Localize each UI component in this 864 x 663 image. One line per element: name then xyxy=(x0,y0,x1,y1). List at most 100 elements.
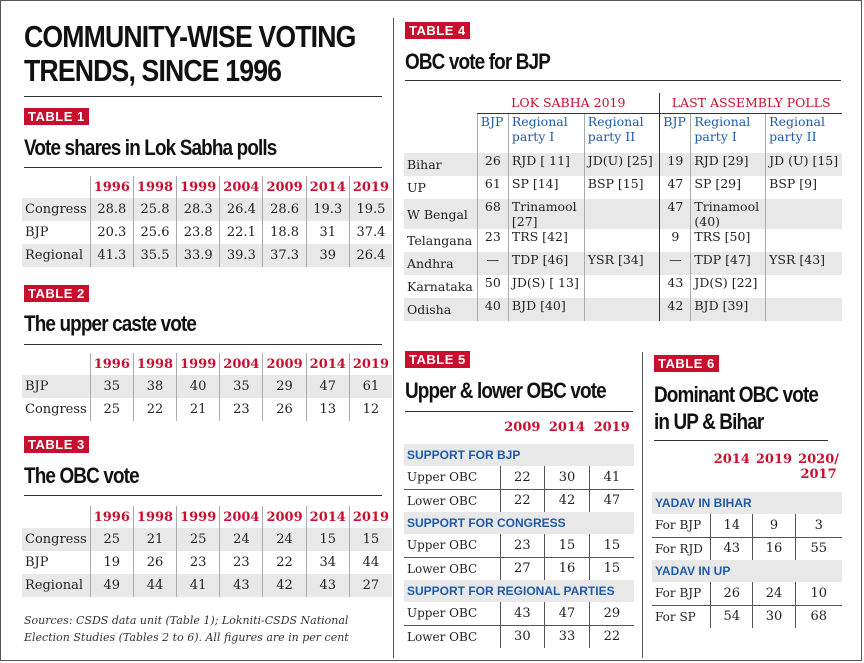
table-row: W Bengal 68 Trinamool [27] 47 Trinamool (40) xyxy=(404,199,842,229)
value-cell: 25.8 xyxy=(132,198,177,221)
value-cell: 44 xyxy=(348,551,393,574)
row-label: For SP xyxy=(655,609,696,624)
table-row: Lower OBC 27 16 15 xyxy=(404,557,634,580)
value-cell: 23 xyxy=(499,534,545,558)
value-cell: 18.8 xyxy=(262,221,307,244)
table5-tag: TABLE 5 xyxy=(405,351,470,368)
value-cell: 23 xyxy=(476,229,509,252)
table2-tag: TABLE 2 xyxy=(24,285,89,302)
value-cell: 55 xyxy=(794,537,842,560)
table-row: For BJP 14 9 3 xyxy=(652,514,842,538)
value-cell: 24 xyxy=(262,528,307,551)
state-label: W Bengal xyxy=(407,206,468,222)
table-row: BJP 19 26 23 23 22 34 44 xyxy=(22,551,393,574)
value-cell xyxy=(765,275,842,298)
year-header: 2019 xyxy=(348,506,393,528)
value-cell: 28.6 xyxy=(262,198,307,221)
table5-rule xyxy=(405,411,633,412)
year-header: 1999 xyxy=(176,176,220,198)
value-cell: 15 xyxy=(348,528,393,551)
section-label: SUPPORT FOR REGIONAL PARTIES xyxy=(407,584,615,598)
table4-rule xyxy=(405,80,841,81)
table-row: Upper OBC 22 30 41 xyxy=(404,466,634,490)
row-label: Upper OBC xyxy=(404,602,500,626)
value-cell: 15 xyxy=(544,534,590,558)
value-cell: 16 xyxy=(544,557,590,580)
year-header: 2004 xyxy=(219,176,263,198)
value-cell: 23 xyxy=(219,398,263,421)
value-cell: Trinamool [27] xyxy=(507,199,585,229)
year-header-row: 1996 1998 1999 2004 2009 2014 2019 xyxy=(22,506,393,528)
row-label: BJP xyxy=(25,555,49,570)
section-row: SUPPORT FOR CONGRESS xyxy=(404,512,634,534)
value-cell xyxy=(583,275,660,298)
year-header: 2019 xyxy=(755,452,793,467)
corner-cell xyxy=(22,506,90,528)
table-row: BJP 35 38 40 35 29 47 61 xyxy=(22,375,393,398)
year-header: 2014 xyxy=(305,353,350,375)
value-cell: 42 xyxy=(544,489,590,512)
value-cell: 26.4 xyxy=(219,198,263,221)
year-header: 2009 xyxy=(262,176,307,198)
value-cell: 35.5 xyxy=(132,244,177,267)
row-label: Upper OBC xyxy=(404,466,500,490)
value-cell: 24 xyxy=(752,582,796,606)
corner-cell xyxy=(22,176,90,198)
year-header: 2014 xyxy=(713,452,750,467)
section-label: YADAV IN UP xyxy=(655,564,731,578)
table-row: For RJD 43 16 55 xyxy=(652,537,842,560)
table-row: Congress 28.8 25.8 28.3 26.4 28.6 19.3 19.5 xyxy=(22,198,393,221)
value-cell: 50 xyxy=(476,275,509,298)
table6-tag: TABLE 6 xyxy=(654,355,719,372)
value-cell: 9 xyxy=(659,229,691,252)
section-label: YADAV IN BIHAR xyxy=(655,496,752,510)
value-cell: 43 xyxy=(710,537,753,560)
year-header: 2014 xyxy=(305,506,350,528)
value-cell: 43 xyxy=(219,574,263,597)
row-label: Upper OBC xyxy=(404,534,500,558)
value-cell: BJD [39] xyxy=(690,298,766,321)
column-header: Regional party I xyxy=(690,113,766,153)
table-row: UP 61 SP [14] BSP [15] 47 SP [29] BSP [9] xyxy=(404,176,842,199)
value-cell: 42 xyxy=(262,574,307,597)
value-cell: 33 xyxy=(544,625,590,648)
value-cell: 19.3 xyxy=(305,198,350,221)
value-cell: 15 xyxy=(588,534,634,558)
corner-cell xyxy=(404,93,477,113)
value-cell: 39 xyxy=(305,244,350,267)
value-cell: 19.5 xyxy=(348,198,393,221)
value-cell: 22 xyxy=(499,489,545,512)
table2-title: The upper caste vote xyxy=(24,311,197,336)
value-cell: 35 xyxy=(89,375,134,398)
value-cell: 25 xyxy=(89,528,134,551)
value-cell: 41 xyxy=(588,466,634,490)
value-cell: 26 xyxy=(476,153,509,176)
table-row: For SP 54 30 68 xyxy=(652,605,842,628)
year-header: 2009 xyxy=(262,506,307,528)
value-cell: 3 xyxy=(794,514,842,538)
value-cell: JD (U) [15] xyxy=(765,153,842,176)
value-cell: 14 xyxy=(710,514,753,538)
value-cell: 34 xyxy=(305,551,350,574)
value-cell: 40 xyxy=(476,298,509,321)
year-header: 2020/ 2017 xyxy=(798,452,839,482)
value-cell: 47 xyxy=(305,375,350,398)
value-cell: — xyxy=(476,252,509,275)
value-cell: 9 xyxy=(752,514,796,538)
corner-cell xyxy=(652,452,711,492)
row-label: Lower OBC xyxy=(407,561,478,576)
column-header: Regional party I xyxy=(507,113,585,153)
value-cell: SP [29] xyxy=(690,176,766,199)
value-cell xyxy=(583,229,660,252)
value-cell: BJD [40] xyxy=(507,298,585,321)
value-cell: 41.3 xyxy=(89,244,134,267)
value-cell: 26 xyxy=(710,582,753,606)
year-header: 1998 xyxy=(132,176,177,198)
row-label: Lower OBC xyxy=(407,493,478,508)
table4: LOK SABHA 2019 LAST ASSEMBLY POLLS BJP Regi… xyxy=(404,93,842,321)
value-cell: RJD [29] xyxy=(690,153,766,176)
value-cell: SP [14] xyxy=(507,176,585,199)
value-cell: 21 xyxy=(132,528,177,551)
value-cell: 43 xyxy=(305,574,350,597)
table-row: BJP 20.3 25.6 23.8 22.1 18.8 31 37.4 xyxy=(22,221,393,244)
